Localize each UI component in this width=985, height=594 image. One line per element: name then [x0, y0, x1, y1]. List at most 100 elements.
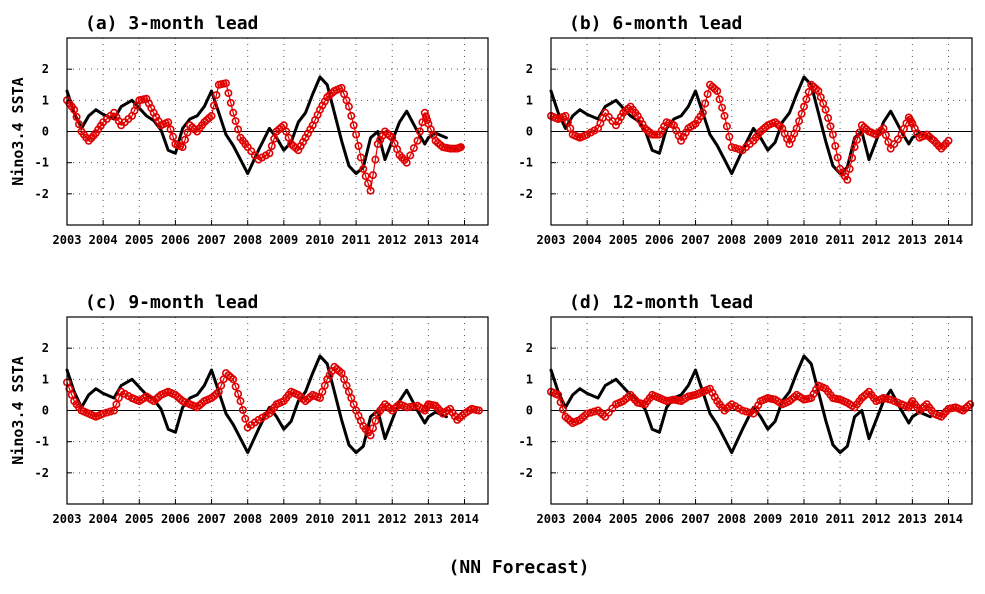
- forecast-point: [456, 143, 465, 152]
- x-tick-label: 2005: [609, 233, 638, 247]
- forecast-point: [731, 144, 740, 153]
- y-tick-label: 1: [526, 372, 533, 386]
- forecast-point: [352, 130, 361, 139]
- forecast-point: [75, 120, 84, 129]
- forecast-point: [361, 172, 370, 181]
- forecast-point: [421, 112, 430, 121]
- forecast-point: [713, 87, 722, 96]
- x-tick-label: 2004: [89, 512, 118, 526]
- forecast-point: [802, 95, 811, 104]
- x-tick-label: 2008: [233, 233, 262, 247]
- x-tick-label: 2012: [378, 512, 407, 526]
- observed-series-line: [549, 75, 932, 176]
- forecast-point: [70, 105, 79, 114]
- forecast-point: [359, 164, 368, 173]
- panel-a: 2003 2004 2005 2006 2007 2008 2009 2010 2011 2012…: [9, 13, 489, 247]
- panel-title: (b) 6-month lead: [569, 13, 742, 34]
- forecast-point: [368, 171, 377, 180]
- forecast-point: [843, 175, 852, 184]
- forecast-point: [366, 186, 375, 195]
- forecast-point: [349, 121, 358, 130]
- forecast-point: [852, 135, 861, 144]
- forecast-point: [181, 135, 190, 144]
- x-tick-label: 2010: [790, 512, 819, 526]
- x-tick-label: 2006: [645, 512, 674, 526]
- x-tick-label: 2004: [573, 233, 602, 247]
- x-tick-label: 2010: [306, 233, 335, 247]
- x-tick-label: 2014: [450, 233, 479, 247]
- x-tick-label: 2014: [934, 512, 963, 526]
- forecast-point: [474, 406, 483, 415]
- forecast-point: [102, 408, 111, 417]
- y-tick-label: 1: [42, 93, 49, 107]
- x-tick-label: 2012: [378, 233, 407, 247]
- forecast-point: [583, 409, 592, 418]
- forecast-point: [366, 431, 375, 440]
- y-tick-label: -1: [35, 156, 49, 170]
- x-tick-label: 2008: [233, 512, 262, 526]
- x-tick-label: 2009: [753, 233, 782, 247]
- x-tick-label: 2007: [681, 233, 710, 247]
- forecast-point: [413, 136, 422, 145]
- forecast-point: [169, 132, 178, 141]
- forecast-point: [725, 132, 734, 141]
- forecast-series-line: [66, 366, 480, 436]
- forecast-point: [229, 108, 238, 117]
- forecast-point: [210, 101, 219, 110]
- forecast-point: [106, 407, 115, 416]
- x-tick-label: 2008: [717, 233, 746, 247]
- x-tick-label: 2011: [342, 512, 371, 526]
- observed-series-line: [65, 75, 448, 176]
- forecast-point: [824, 114, 833, 123]
- forecast-point: [270, 134, 279, 143]
- observed-series-line: [549, 354, 932, 455]
- x-tick-label: 2004: [573, 512, 602, 526]
- x-tick-label: 2011: [826, 512, 855, 526]
- forecast-point: [722, 122, 731, 131]
- y-tick-label: 0: [526, 404, 533, 418]
- forecast-point: [792, 124, 801, 133]
- forecast-point: [371, 155, 380, 164]
- y-tick-label: -2: [35, 466, 49, 480]
- forecast-point: [183, 128, 192, 137]
- x-tick-label: 2008: [717, 512, 746, 526]
- forecast-point: [356, 153, 365, 162]
- x-tick-label: 2005: [125, 233, 154, 247]
- y-tick-label: 2: [526, 62, 533, 76]
- forecast-point: [409, 144, 418, 153]
- forecast-point: [734, 145, 743, 154]
- forecast-point: [795, 117, 804, 126]
- forecast-point: [166, 125, 175, 134]
- forecast-point: [797, 109, 806, 118]
- x-tick-label: 2007: [197, 512, 226, 526]
- forecast-point: [212, 91, 221, 100]
- forecast-point: [558, 405, 567, 414]
- y-tick-label: -2: [519, 466, 533, 480]
- forecast-point: [720, 111, 729, 120]
- forecast-point: [222, 79, 231, 88]
- forecast-point: [371, 416, 380, 425]
- forecast-point: [236, 397, 245, 406]
- forecast-point: [738, 406, 747, 415]
- y-tick-label: 0: [42, 404, 49, 418]
- forecast-point: [402, 158, 411, 167]
- forecast-point: [368, 424, 377, 433]
- x-tick-label: 2006: [161, 512, 190, 526]
- forecast-point: [231, 382, 240, 391]
- forecast-series-line: [550, 84, 949, 181]
- forecast-point: [718, 103, 727, 112]
- x-tick-label: 2006: [161, 233, 190, 247]
- forecast-point: [833, 153, 842, 162]
- forecast-point: [799, 102, 808, 111]
- forecast-point: [178, 143, 187, 152]
- forecast-point: [966, 400, 975, 409]
- y-tick-label: -1: [519, 156, 533, 170]
- x-tick-label: 2005: [609, 512, 638, 526]
- forecast-point: [556, 398, 565, 407]
- forecast-point: [715, 95, 724, 104]
- y-tick-label: 1: [526, 93, 533, 107]
- forecast-point: [698, 108, 707, 117]
- forecast-point: [229, 375, 238, 384]
- panel-c: 2003 2004 2005 2006 2007 2008 2009 2010 2011 2012…: [9, 292, 489, 526]
